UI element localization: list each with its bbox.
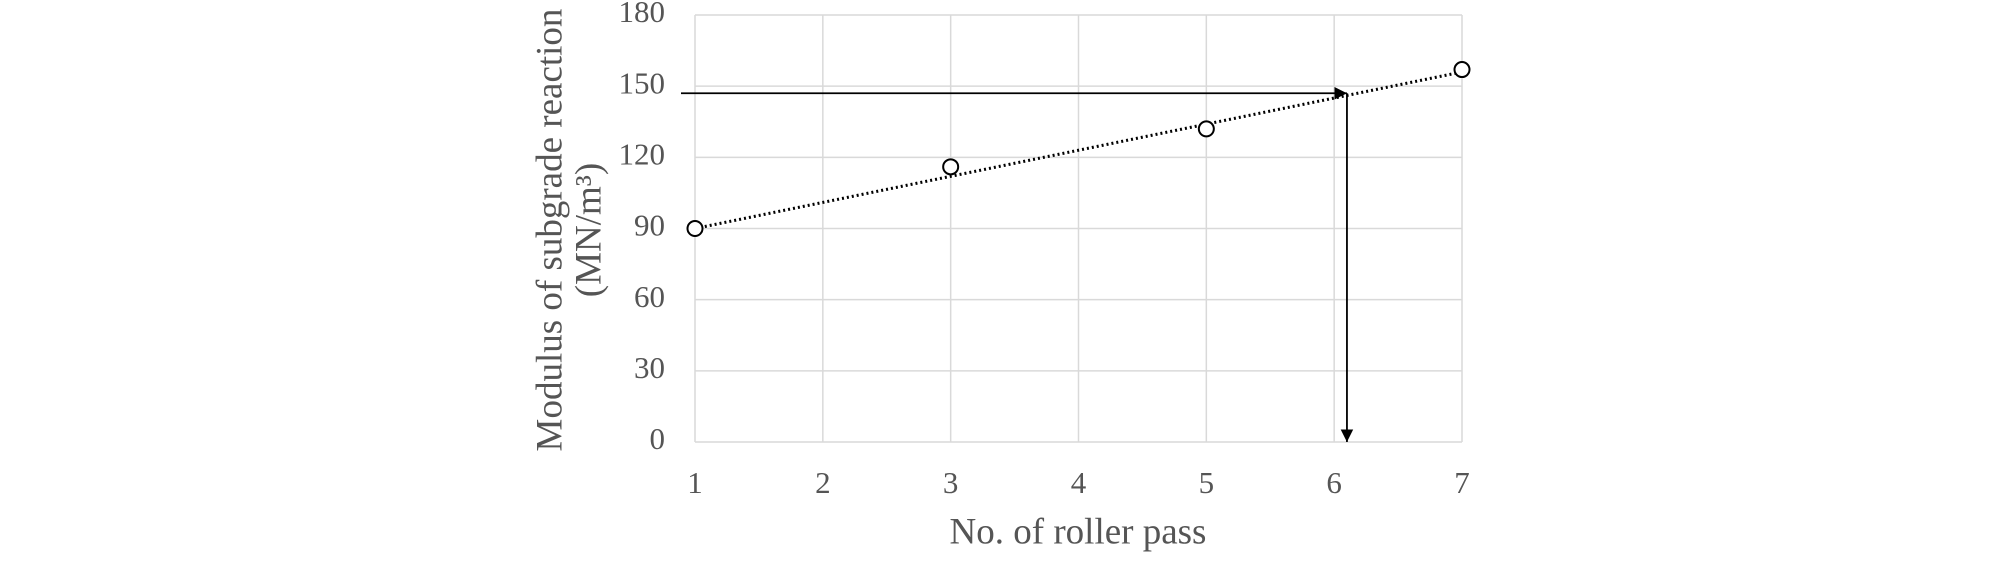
data-point xyxy=(1453,61,1471,79)
x-tick-label: 3 xyxy=(943,465,959,500)
x-axis-title: No. of roller pass xyxy=(950,511,1207,552)
y-axis-title: Modulus of subgrade reaction xyxy=(529,9,570,452)
y-tick-label: 120 xyxy=(619,136,666,171)
y-tick-label: 150 xyxy=(619,65,666,100)
y-tick-label: 60 xyxy=(634,279,665,314)
x-tick-label: 1 xyxy=(687,465,703,500)
x-tick-label: 4 xyxy=(1071,465,1087,500)
x-tick-label: 7 xyxy=(1454,465,1470,500)
x-tick-label: 6 xyxy=(1326,465,1342,500)
y-tick-label: 180 xyxy=(619,0,666,29)
data-point xyxy=(942,158,960,176)
data-point xyxy=(686,220,704,237)
y-tick-label: 30 xyxy=(634,350,665,385)
x-tick-label: 5 xyxy=(1199,465,1215,500)
x-tick-label: 2 xyxy=(815,465,831,500)
y-tick-label: 90 xyxy=(634,208,665,243)
y-tick-label: 0 xyxy=(650,421,666,456)
trendline xyxy=(694,70,1463,230)
data-point xyxy=(1197,120,1215,138)
y-axis-title: (MN/m³) xyxy=(568,163,609,297)
